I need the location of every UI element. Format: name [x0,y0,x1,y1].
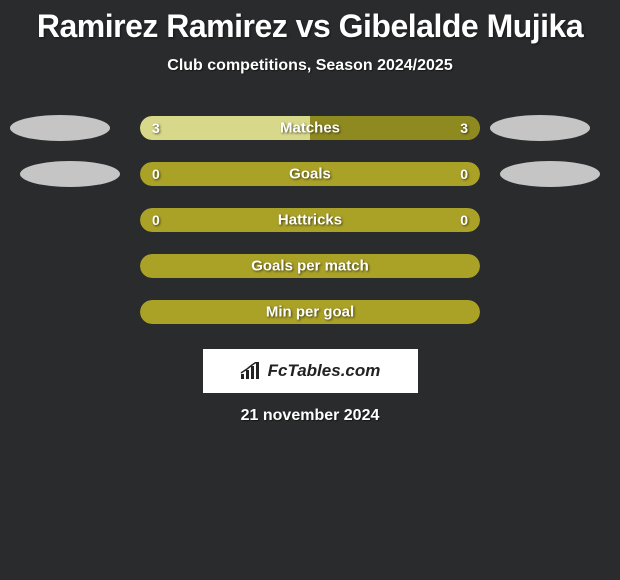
stat-bar: Matches 3 3 [140,116,480,140]
stat-row: Goals 0 0 [0,151,620,197]
stat-bar: Goals per match [140,254,480,278]
stat-bar: Hattricks 0 0 [140,208,480,232]
bar-value-right: 0 [460,166,468,182]
stat-bar: Min per goal [140,300,480,324]
player-right-placeholder [500,161,600,187]
bar-label: Hattricks [278,212,342,229]
stat-row: Hattricks 0 0 [0,197,620,243]
chart-icon [240,362,262,380]
bar-label: Goals per match [251,258,369,275]
stat-row: Matches 3 3 [0,105,620,151]
stat-bar: Goals 0 0 [140,162,480,186]
stat-row: Min per goal [0,289,620,335]
source-badge: FcTables.com [203,349,418,393]
chart-area: Matches 3 3 Goals 0 0 Hattricks 0 0 Goals per mat… [0,105,620,335]
badge-text: FcTables.com [268,361,381,381]
subtitle: Club competitions, Season 2024/2025 [167,57,452,75]
player-left-placeholder [10,115,110,141]
player-left-placeholder [20,161,120,187]
infographic-container: Ramirez Ramirez vs Gibelalde Mujika Club… [0,0,620,425]
date-text: 21 november 2024 [241,407,380,425]
bar-label: Goals [289,166,331,183]
stat-row: Goals per match [0,243,620,289]
bar-label: Min per goal [266,304,354,321]
bar-value-left: 0 [152,212,160,228]
bar-value-right: 3 [460,120,468,136]
bar-value-left: 3 [152,120,160,136]
page-title: Ramirez Ramirez vs Gibelalde Mujika [37,8,583,45]
bar-label: Matches [280,120,340,137]
bar-value-left: 0 [152,166,160,182]
bar-value-right: 0 [460,212,468,228]
player-right-placeholder [490,115,590,141]
